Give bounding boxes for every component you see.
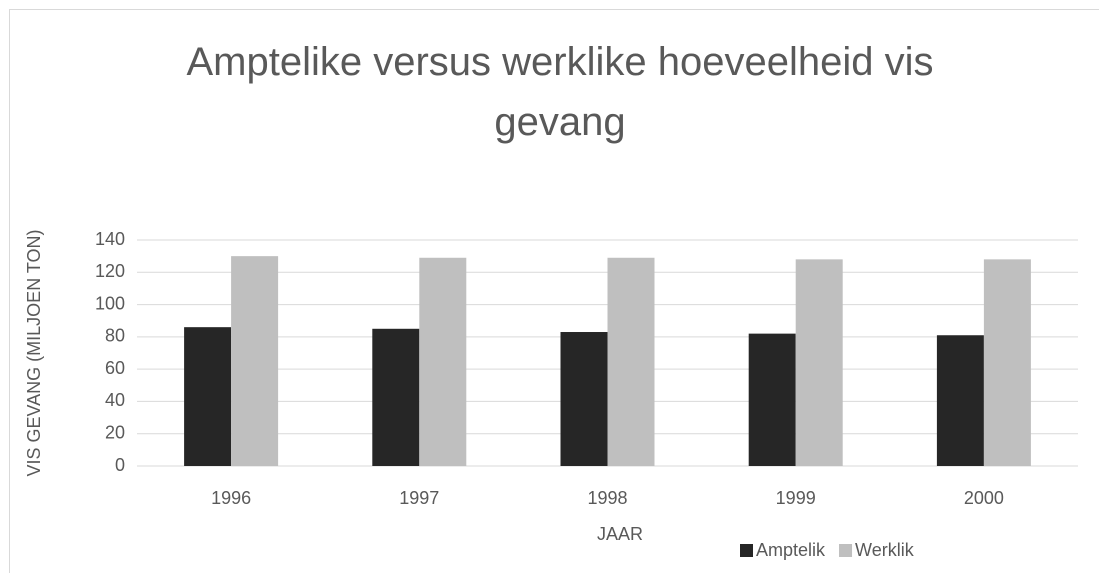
bar (983, 259, 1031, 466)
x-tick-label: 1999 (776, 488, 816, 508)
bar (748, 333, 796, 466)
legend-swatch (740, 544, 753, 557)
legend-swatch (839, 544, 853, 557)
y-tick-label: 120 (95, 261, 125, 281)
legend-label: Amptelik (756, 540, 826, 560)
y-axis-label: VIS GEVANG (MILJOEN TON) (24, 229, 44, 476)
x-tick-label: 1998 (587, 488, 627, 508)
bar (560, 332, 608, 466)
legend-label: Werklik (855, 540, 915, 560)
y-tick-label: 20 (105, 422, 125, 442)
x-tick-label: 1996 (211, 488, 251, 508)
chart-title: Amptelike versus werklike hoeveelheid vi… (186, 40, 934, 144)
x-tick-label: 2000 (964, 488, 1004, 508)
bar (607, 257, 655, 466)
y-tick-label: 140 (95, 229, 125, 249)
bar (419, 257, 467, 466)
x-tick-label: 1997 (399, 488, 439, 508)
y-tick-label: 0 (115, 455, 125, 475)
y-tick-label: 80 (105, 326, 125, 346)
y-tick-label: 100 (95, 293, 125, 313)
bar (184, 327, 232, 466)
bar (231, 256, 279, 466)
y-tick-label: 60 (105, 358, 125, 378)
chart-border (9, 9, 1099, 573)
bar (372, 328, 420, 466)
y-tick-label: 40 (105, 390, 125, 410)
bar (795, 259, 843, 466)
x-axis-label: JAAR (597, 524, 643, 544)
bar (936, 335, 984, 466)
